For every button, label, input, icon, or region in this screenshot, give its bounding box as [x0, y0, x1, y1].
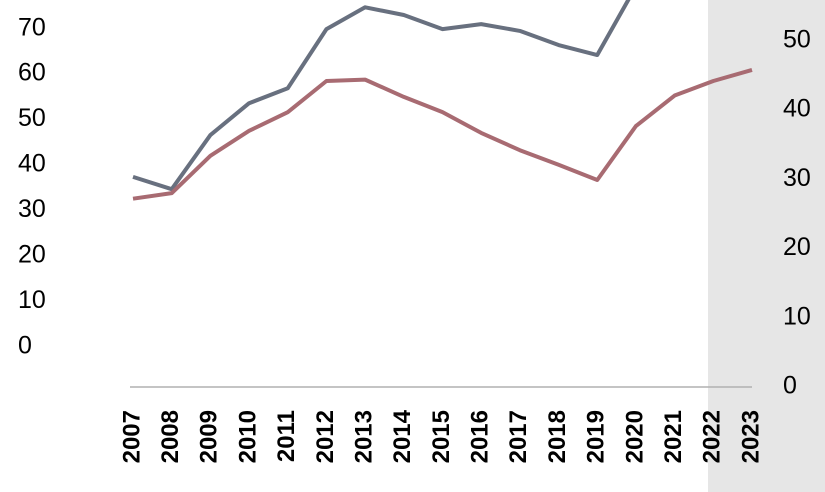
y-tick-label: 10	[18, 286, 46, 314]
x-tick-label: 2017	[505, 410, 532, 463]
y-tick-label: 20	[18, 241, 46, 269]
y2-tick-label: 50	[783, 25, 811, 53]
y2-tick-label: 20	[783, 233, 811, 261]
series-line	[132, 0, 631, 192]
x-tick-label: 2014	[389, 409, 416, 463]
y2-tick-label: 40	[783, 95, 811, 123]
x-tick-label: 2009	[196, 410, 223, 463]
x-tick-label: 2007	[118, 410, 145, 463]
y-tick-label: 30	[18, 195, 46, 223]
x-tick-label: 2023	[737, 410, 764, 463]
y-tick-label: 40	[18, 150, 46, 178]
x-tick-label: 2022	[699, 410, 726, 463]
x-tick-label: 2013	[350, 410, 377, 463]
x-tick-label: 2011	[273, 410, 300, 462]
y-tick-label: 0	[18, 332, 32, 360]
y2-tick-label: 30	[783, 164, 811, 192]
x-tick-label: 2018	[544, 410, 571, 463]
y2-tick-label: 10	[783, 302, 811, 330]
x-tick-label: 2015	[428, 410, 455, 463]
x-tick-label: 2016	[467, 410, 494, 463]
x-tick-label: 2019	[583, 410, 610, 463]
y-tick-label: 60	[18, 59, 46, 87]
series-line	[132, 68, 753, 201]
x-tick-label: 2008	[157, 410, 184, 463]
x-tick-label: 2010	[234, 410, 261, 463]
y-tick-label: 70	[18, 13, 46, 41]
x-tick-label: 2012	[312, 410, 339, 463]
y2-tick-label: 0	[783, 372, 797, 400]
y-tick-label: 50	[18, 104, 46, 132]
forecast-shade	[708, 0, 825, 492]
x-tick-label: 2021	[660, 410, 687, 463]
x-tick-label: 2020	[621, 410, 648, 463]
